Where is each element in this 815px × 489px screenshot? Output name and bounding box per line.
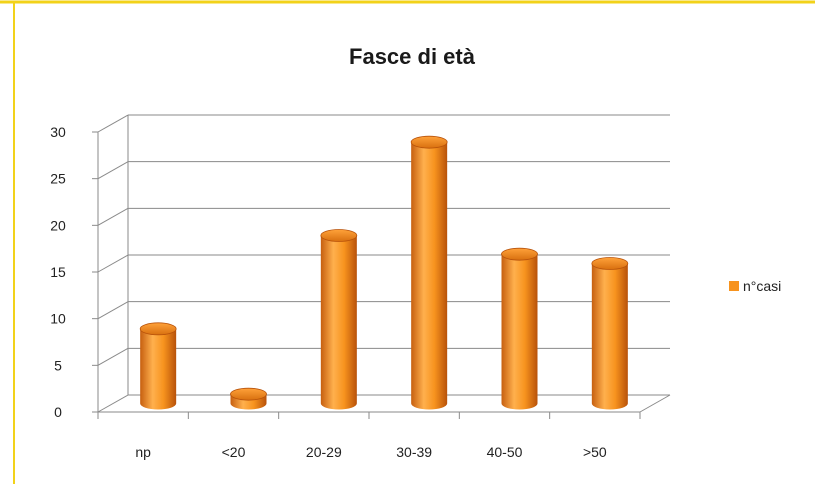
y-tick-label-3: 15 (50, 264, 66, 280)
gridline-side-5 (97, 161, 129, 180)
gridline-side-0 (97, 394, 129, 413)
bar-2 (320, 229, 358, 410)
gridline-side-6 (97, 114, 129, 133)
bars (139, 135, 629, 410)
bar-top-1 (230, 387, 267, 401)
bar-3 (410, 135, 448, 410)
y-tick-label-1: 5 (54, 357, 62, 373)
y-axis-ticks: 0 5 10 15 20 25 30 (50, 124, 98, 420)
x-tick-label-4: 40-50 (487, 444, 523, 460)
legend-label: n°casi (743, 278, 781, 294)
legend: n°casi (729, 278, 781, 294)
chart-title: Fasce di età (349, 44, 476, 69)
bar-4 (501, 247, 538, 410)
y-tick-label-6: 30 (50, 124, 66, 140)
bar-body-4 (501, 254, 538, 410)
x-tick-label-3: 30-39 (396, 444, 432, 460)
x-tick-label-5: >50 (583, 444, 607, 460)
y-tick-label-0: 0 (54, 404, 62, 420)
bar-body-0 (140, 328, 177, 410)
plot-walls (97, 115, 671, 413)
floor-right-edge (639, 394, 671, 413)
x-axis-ticks: np <20 20-29 30-39 40-50 >50 (97, 412, 641, 460)
bar-0 (139, 322, 177, 410)
bar-top-5 (591, 257, 629, 270)
bar-top-3 (410, 135, 448, 149)
x-tick-label-2: 20-29 (306, 444, 342, 460)
bar-body-3 (411, 142, 448, 410)
bar-top-0 (139, 322, 177, 336)
bar-5 (591, 257, 629, 410)
gridlines (97, 114, 670, 413)
bar-top-2 (320, 229, 358, 242)
gridline-side-3 (97, 254, 129, 273)
y-tick-label-2: 10 (50, 311, 66, 327)
bar-1 (230, 387, 267, 410)
x-tick-label-0: np (135, 444, 151, 460)
bar-body-2 (320, 235, 357, 410)
bar-body-5 (591, 263, 628, 410)
bar-top-4 (501, 247, 538, 261)
legend-swatch (729, 281, 739, 291)
gridline-side-4 (97, 207, 129, 226)
gridline-side-2 (97, 301, 129, 320)
gridline-side-1 (97, 347, 129, 366)
y-tick-label-4: 20 (50, 217, 66, 233)
y-tick-label-5: 25 (50, 171, 66, 187)
x-tick-label-1: <20 (222, 444, 246, 460)
